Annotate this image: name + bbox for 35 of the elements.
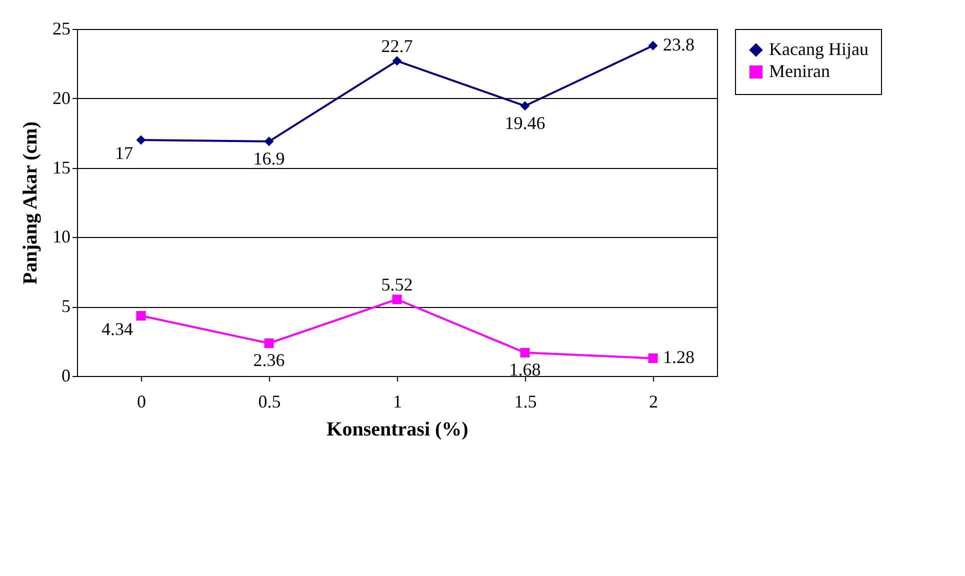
data-label: 19.46 <box>504 112 546 133</box>
data-label: 23.8 <box>663 34 694 55</box>
x-tick-label: 0 <box>137 392 146 412</box>
data-label: 5.52 <box>381 274 413 294</box>
y-tick-label: 20 <box>52 88 70 108</box>
point <box>648 40 658 50</box>
y-tick-label: 0 <box>62 366 70 386</box>
point <box>648 353 658 363</box>
point <box>520 348 530 358</box>
data-label: 17 <box>115 143 133 164</box>
x-tick-label: 0.5 <box>258 392 281 412</box>
point <box>264 136 274 146</box>
point <box>520 101 530 111</box>
x-tick-label: 2 <box>649 392 658 412</box>
data-label: 16.9 <box>253 148 285 168</box>
y-tick-label: 10 <box>52 226 70 247</box>
point <box>392 294 402 304</box>
data-label: 1.28 <box>663 347 694 368</box>
x-tick-label: 1.5 <box>514 392 537 412</box>
legend-label: Meniran <box>769 61 830 81</box>
y-axis-title: Panjang Akar (cm) <box>20 122 42 284</box>
x-axis-title: Konsentrasi (%) <box>326 418 468 440</box>
data-label: 1.68 <box>509 360 541 380</box>
y-tick-label: 25 <box>52 18 70 38</box>
data-label: 22.7 <box>381 36 413 56</box>
point <box>136 135 146 145</box>
point <box>392 56 402 66</box>
data-label: 2.36 <box>253 350 285 370</box>
y-tick-label: 5 <box>62 296 70 316</box>
data-label: 4.34 <box>102 318 133 339</box>
legend-label: Kacang Hijau <box>769 39 868 59</box>
point <box>136 311 146 321</box>
y-tick-label: 15 <box>52 157 70 178</box>
x-tick-label: 1 <box>393 392 402 412</box>
point <box>264 338 274 348</box>
